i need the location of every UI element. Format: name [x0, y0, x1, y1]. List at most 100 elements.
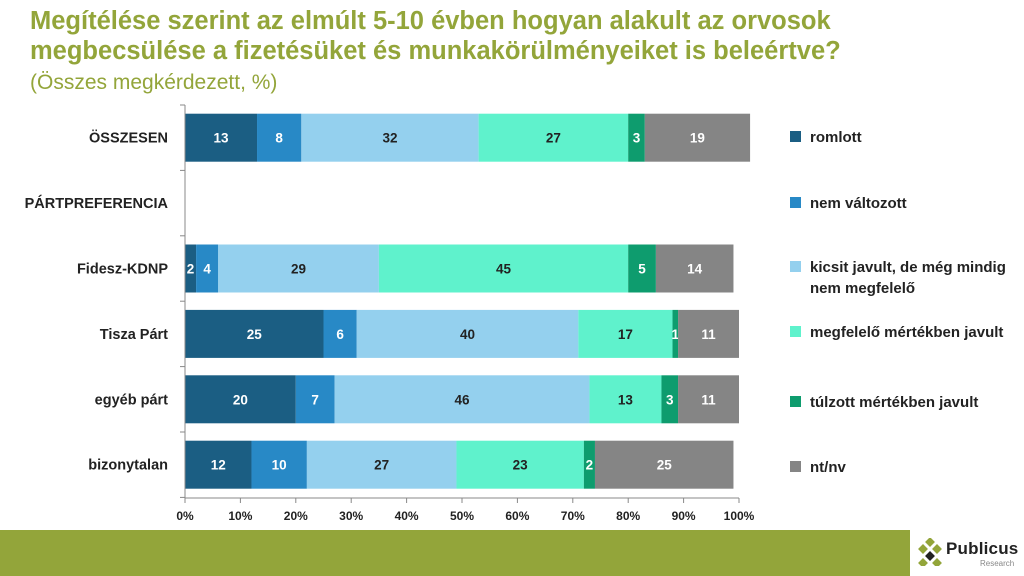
logo-subtext: Research: [980, 559, 1015, 568]
category-label: egyéb párt: [95, 392, 168, 408]
legend-swatch: [790, 326, 801, 337]
bar-segment: [334, 375, 590, 424]
data-label: 11: [701, 392, 716, 407]
x-tick-label: 30%: [339, 509, 363, 523]
legend-label: nt/nv: [810, 459, 846, 476]
legend-label: nem változott: [810, 195, 907, 212]
data-label: 2: [586, 458, 594, 473]
x-tick-label: 100%: [724, 509, 755, 523]
publicus-logo: Publicus Research: [910, 530, 1024, 576]
legend-swatch: [790, 197, 801, 208]
bar-segment: [185, 113, 258, 162]
data-label: 25: [247, 327, 263, 342]
data-label: 14: [687, 262, 703, 277]
data-label: 46: [454, 392, 470, 407]
logo-text: Publicus: [946, 539, 1019, 558]
data-label: 23: [513, 458, 529, 473]
stacked-bar-chart: ÖSSZESEN 13 8 32 27 3 19PÁRTPREFERENCIAFidesz-…: [25, 104, 755, 523]
bar-segment: [356, 309, 579, 358]
data-label: 10: [272, 458, 287, 473]
data-label: 2: [187, 262, 195, 277]
bar-segment: [196, 244, 219, 293]
x-tick-label: 90%: [672, 509, 696, 523]
data-label: 32: [382, 131, 397, 146]
logo-diamond: [918, 544, 928, 554]
data-label: 5: [638, 262, 646, 277]
bar-segment: [594, 440, 734, 489]
data-label: 4: [203, 262, 211, 277]
legend-label: megfelelő mértékben javult: [810, 324, 1004, 341]
bar-segment: [185, 375, 296, 424]
bar-segment: [661, 375, 679, 424]
chart-title: Megítélése szerint az elmúlt 5-10 évben …: [30, 7, 841, 65]
legend-swatch: [790, 131, 801, 142]
category-label: bizonytalan: [88, 458, 168, 474]
bar-segment: [378, 244, 629, 293]
logo-diamond: [925, 538, 935, 547]
bar-segment: [306, 440, 457, 489]
bar-segment: [578, 309, 673, 358]
bar-segment: [456, 440, 584, 489]
bar-segment: [185, 440, 252, 489]
bar-segment: [655, 244, 734, 293]
bar-segment: [672, 309, 679, 358]
logo-diamond: [932, 544, 942, 554]
bar-segment: [628, 244, 656, 293]
x-tick-label: 20%: [284, 509, 308, 523]
bar-segment: [251, 440, 307, 489]
legend-label: túlzott mértékben javult: [810, 394, 979, 411]
legend-swatch: [790, 261, 801, 272]
chart-subtitle: (Összes megkérdezett, %): [30, 71, 278, 94]
data-label: 3: [666, 392, 674, 407]
legend-swatch: [790, 461, 801, 472]
bar-segment: [218, 244, 379, 293]
data-label: 1: [672, 327, 680, 342]
legend-item: nt/nv: [790, 457, 1015, 478]
data-label: 3: [633, 131, 641, 146]
data-label: 27: [546, 131, 561, 146]
x-tick-label: 0%: [176, 509, 194, 523]
data-label: 20: [233, 392, 248, 407]
data-label: 13: [618, 392, 634, 407]
x-tick-label: 40%: [395, 509, 419, 523]
legend-item: túlzott mértékben javult: [790, 392, 1015, 413]
data-label: 29: [291, 262, 306, 277]
legend-label: romlott: [810, 129, 862, 146]
legend-item: romlott: [790, 127, 1015, 148]
bar-segment: [628, 113, 645, 162]
logo-diamond: [918, 558, 928, 566]
category-label: ÖSSZESEN: [89, 130, 168, 147]
category-label: Tisza Párt: [100, 327, 168, 343]
footer-band: [0, 530, 1024, 576]
data-label: 6: [336, 327, 344, 342]
bar-segment: [644, 113, 751, 162]
bar-segment: [589, 375, 662, 424]
data-label: 27: [374, 458, 389, 473]
bar-segment: [185, 309, 324, 358]
category-label: Fidesz-KDNP: [77, 262, 168, 278]
data-label: 45: [496, 262, 512, 277]
data-label: 8: [275, 131, 283, 146]
bar-segment: [295, 375, 335, 424]
x-tick-label: 80%: [616, 509, 640, 523]
legend-swatch: [790, 396, 801, 407]
data-label: 40: [460, 327, 475, 342]
x-tick-label: 60%: [505, 509, 529, 523]
legend-item: kicsit javult, de még mindig nem megfele…: [790, 257, 1015, 299]
bar-segment: [583, 440, 595, 489]
publicus-logo-icon: [918, 538, 942, 566]
data-label: 12: [211, 458, 226, 473]
category-label: PÁRTPREFERENCIA: [25, 195, 169, 212]
logo-diamond: [925, 551, 935, 561]
bar-segment: [678, 375, 739, 424]
bar-segment: [301, 113, 479, 162]
data-label: 13: [213, 131, 229, 146]
data-label: 25: [657, 458, 673, 473]
x-tick-label: 70%: [561, 509, 585, 523]
x-tick-label: 10%: [228, 509, 252, 523]
legend-item: nem változott: [790, 193, 1015, 214]
bar-segment: [478, 113, 629, 162]
logo-diamond: [932, 558, 942, 566]
bar-segment: [257, 113, 302, 162]
legend-label: kicsit javult, de még mindig nem megfele…: [810, 259, 1006, 297]
